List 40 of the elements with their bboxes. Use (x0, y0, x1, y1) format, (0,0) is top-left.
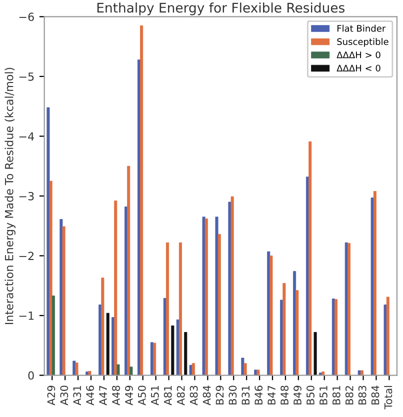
x-tick-label: A46 (86, 386, 94, 406)
x-tick-label: A48 (112, 386, 120, 406)
x-tick-label: B50 (306, 386, 314, 404)
y-tick-label: −5 (19, 72, 34, 81)
y-tick-label: 0 (28, 371, 34, 380)
y-axis-title: Interaction Energy Made To Residue (kcal/mol) (4, 68, 16, 324)
x-tick-label: B29 (216, 386, 224, 404)
x-tick-label: B84 (371, 386, 380, 404)
x-tick-label: A47 (99, 386, 107, 406)
x-tick-label: A31 (73, 386, 82, 406)
x-tick-label: A82 (176, 386, 185, 406)
chart-title: Enthalpy Energy for Flexible Residues (97, 2, 345, 16)
x-tick-label: B49 (294, 386, 302, 404)
x-tick-label: B48 (280, 386, 288, 404)
x-tick-label: A51 (151, 386, 159, 406)
legend-label: ΔΔΔH > 0 (336, 51, 380, 58)
legend-label: Susceptible (337, 38, 388, 47)
x-tick-label: A30 (60, 386, 68, 406)
x-tick-label: B31 (242, 386, 250, 404)
x-tick-label: A50 (138, 386, 146, 406)
x-tick-label: A29 (47, 386, 56, 406)
x-tick-label: A84 (202, 386, 211, 406)
x-tick-label: B51 (320, 386, 328, 404)
x-tick-label: B83 (358, 386, 366, 404)
x-tick-label: B47 (268, 386, 276, 404)
x-tick-label: A81 (164, 386, 172, 406)
x-tick-label: A49 (125, 386, 133, 406)
y-tick-label: −4 (19, 132, 34, 140)
y-tick-label: −2 (19, 252, 34, 260)
x-tick-label: B82 (345, 386, 354, 404)
y-tick-label: −6 (19, 12, 34, 22)
legend-label: ΔΔΔH < 0 (336, 64, 380, 72)
x-tick-label: A83 (190, 386, 198, 406)
y-tick-label: −3 (19, 192, 34, 200)
legend-label: Flat Binder (337, 24, 386, 32)
x-tick-label: B30 (228, 386, 237, 404)
x-tick-label: B46 (254, 386, 263, 404)
y-tick-label: −1 (19, 312, 34, 320)
x-tick-label: B81 (332, 386, 340, 404)
x-tick-label: Total (384, 386, 392, 410)
